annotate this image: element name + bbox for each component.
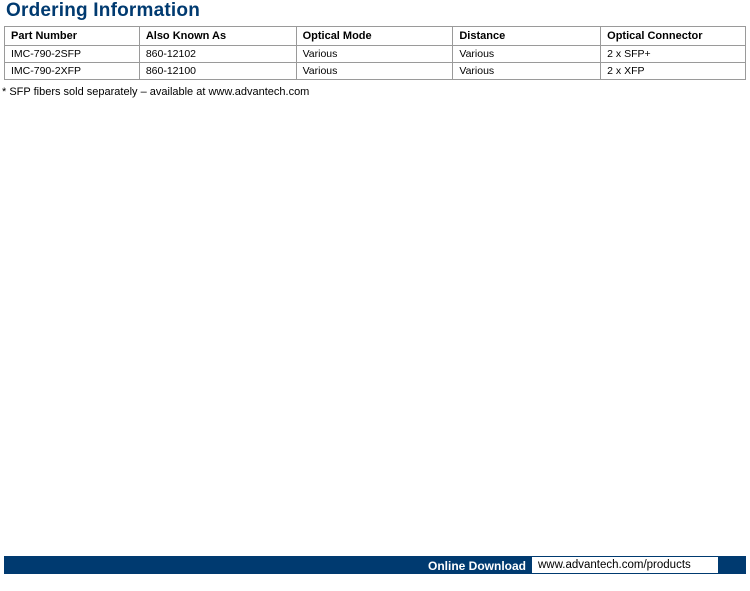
cell-mode: Various bbox=[296, 46, 453, 63]
col-part-number: Part Number bbox=[5, 27, 140, 46]
col-optical-mode: Optical Mode bbox=[296, 27, 453, 46]
cell-connector: 2 x SFP+ bbox=[601, 46, 746, 63]
footer-download-label: Online Download bbox=[428, 556, 532, 574]
footer-download-url[interactable]: www.advantech.com/products bbox=[532, 557, 718, 573]
cell-mode: Various bbox=[296, 63, 453, 80]
cell-connector: 2 x XFP bbox=[601, 63, 746, 80]
section-title: Ordering Information bbox=[0, 0, 750, 26]
ordering-table: Part Number Also Known As Optical Mode D… bbox=[4, 26, 746, 80]
cell-part-number: IMC-790-2XFP bbox=[5, 63, 140, 80]
cell-aka: 860-12100 bbox=[139, 63, 296, 80]
cell-distance: Various bbox=[453, 63, 601, 80]
table-row: IMC-790-2XFP 860-12100 Various Various 2… bbox=[5, 63, 746, 80]
table-header-row: Part Number Also Known As Optical Mode D… bbox=[5, 27, 746, 46]
col-optical-connector: Optical Connector bbox=[601, 27, 746, 46]
cell-distance: Various bbox=[453, 46, 601, 63]
footnote-text: * SFP fibers sold separately – available… bbox=[2, 86, 750, 98]
footer-spacer bbox=[4, 556, 428, 574]
footer-bar: Online Download www.advantech.com/produc… bbox=[4, 556, 746, 574]
col-also-known-as: Also Known As bbox=[139, 27, 296, 46]
col-distance: Distance bbox=[453, 27, 601, 46]
table-row: IMC-790-2SFP 860-12102 Various Various 2… bbox=[5, 46, 746, 63]
cell-aka: 860-12102 bbox=[139, 46, 296, 63]
cell-part-number: IMC-790-2SFP bbox=[5, 46, 140, 63]
